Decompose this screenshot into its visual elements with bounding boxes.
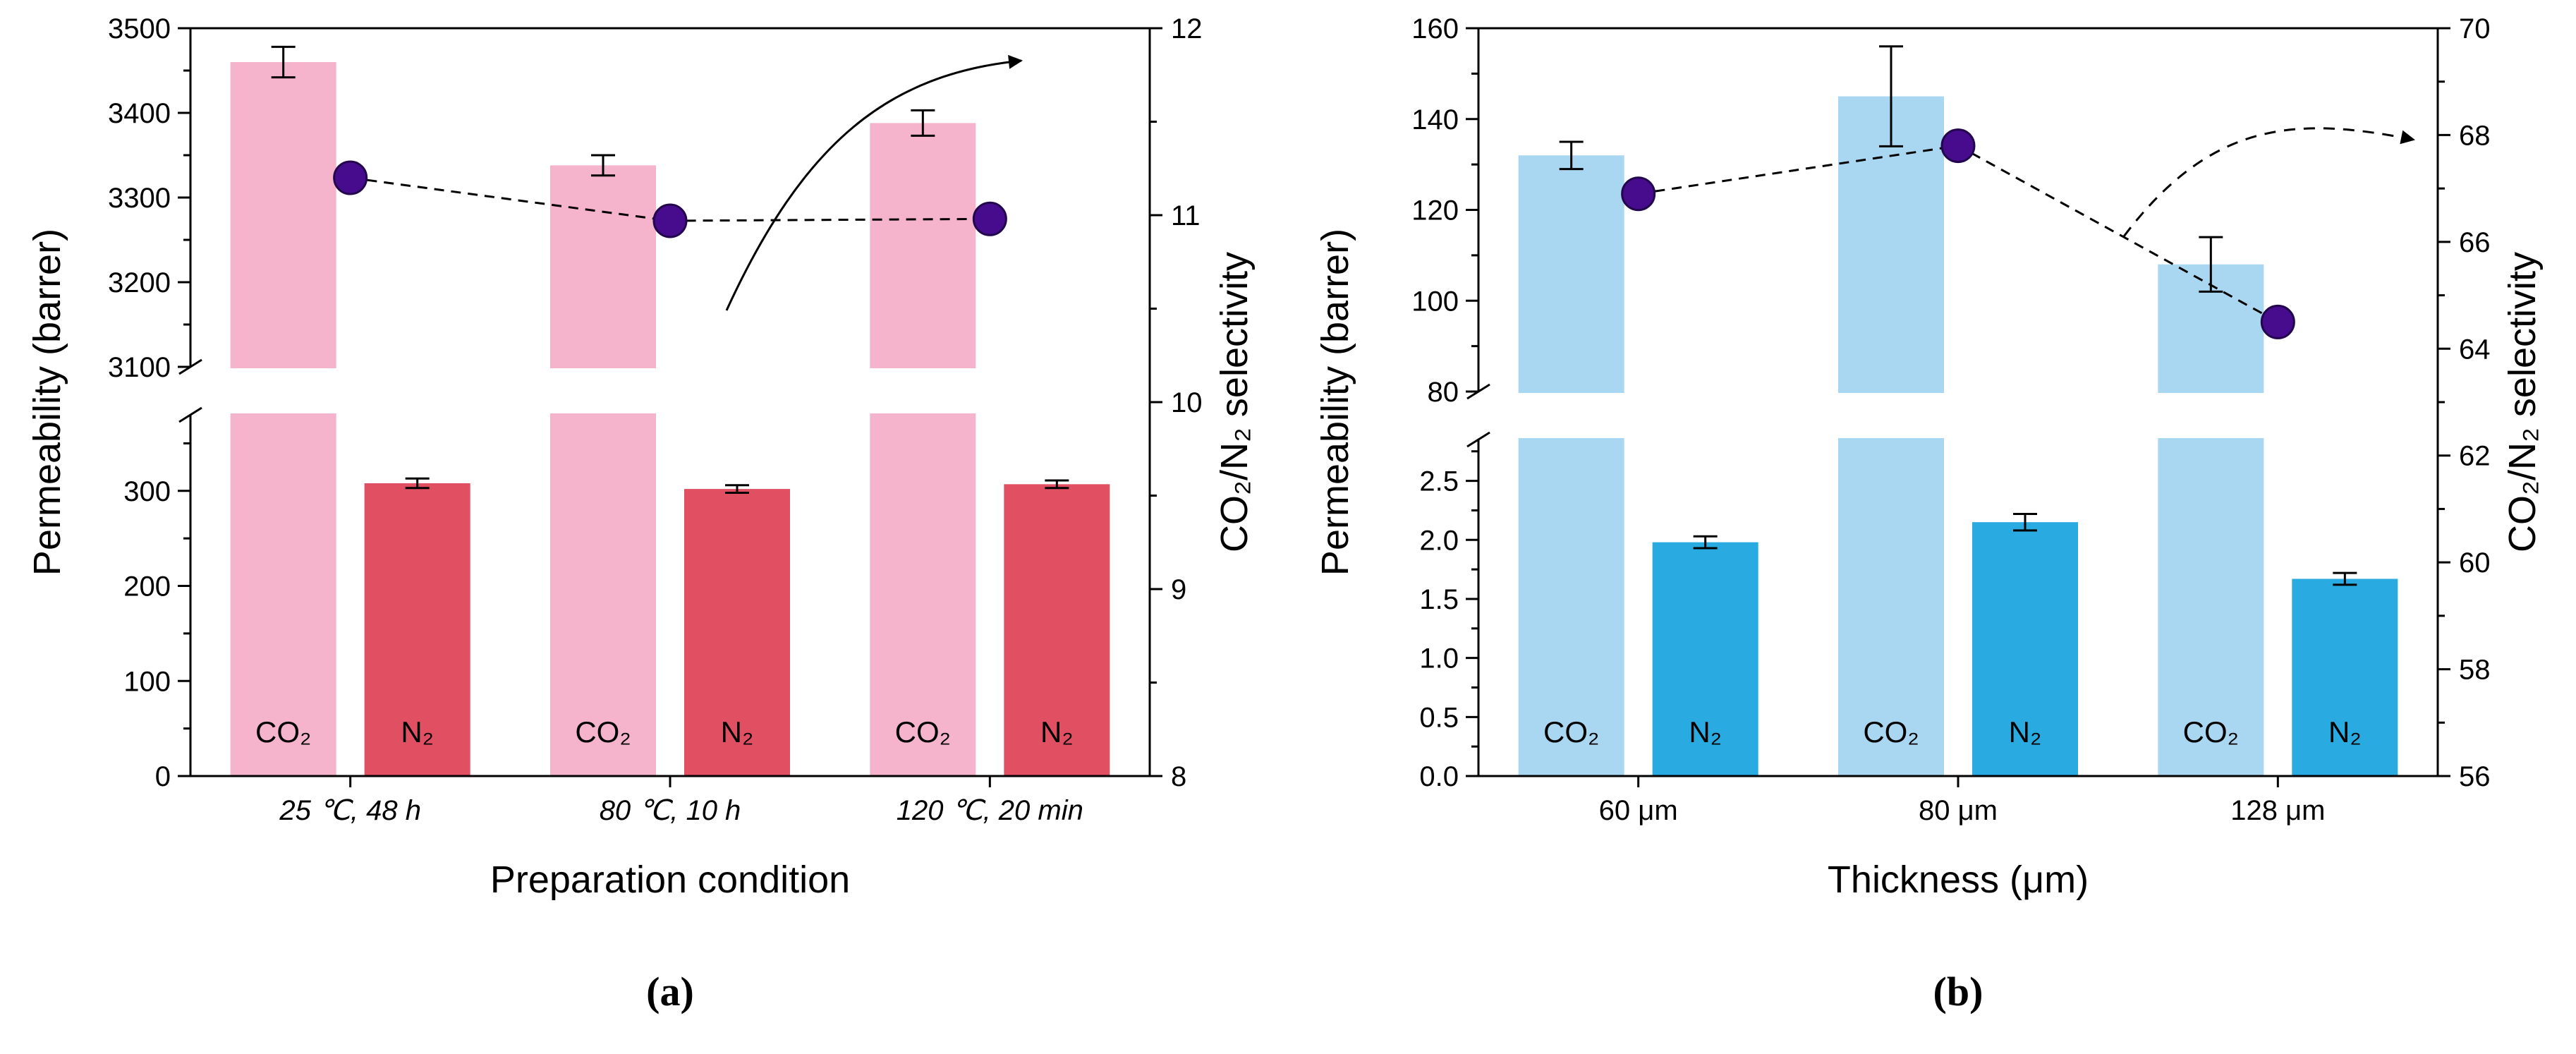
y-right-tick-label: 10 <box>1171 387 1203 418</box>
y-left-tick-label: 2.0 <box>1419 525 1459 556</box>
tick-labels: 3100 3200 3300 3400 3500 0 100 200 300 8 9 10 11 12 25… <box>108 13 1202 826</box>
x-tick-label: 128 μm <box>2230 795 2325 826</box>
y-left-tick-label: 3400 <box>108 98 171 129</box>
axis-break-band <box>192 368 1148 413</box>
bar-co2-2 <box>550 165 656 776</box>
y-left-tick-label: 300 <box>123 476 171 507</box>
bar-n2-3 <box>1004 484 1110 776</box>
y-right-tick-label: 68 <box>2459 120 2491 151</box>
y-left-tick-label: 200 <box>123 571 171 602</box>
tick-labels: 80 100 120 140 160 0.0 0.5 1.0 1.5 2.0 2.5 56 58 60 62… <box>1411 13 2490 826</box>
y-left-axis-title: Permeability (barrer) <box>26 229 68 576</box>
y-left-tick-label: 0 <box>155 761 171 792</box>
x-axis-title: Preparation condition <box>490 859 850 901</box>
y-left-tick-label: 100 <box>1411 286 1459 317</box>
right-axis-arrow <box>2122 127 2415 237</box>
bar-label-co2-2: CO₂ <box>1863 715 1919 749</box>
bar-label-co2-1: CO₂ <box>255 715 311 749</box>
y-right-tick-label: 58 <box>2459 655 2491 686</box>
x-tick-label: 25 ℃, 48 h <box>279 795 421 826</box>
bar-labels: CO₂ CO₂ CO₂ N₂ N₂ N₂ <box>255 715 1074 749</box>
y-right-axis-title: CO₂/N₂ selectivity <box>1213 252 1256 552</box>
y-right-tick-label: 62 <box>2459 441 2491 472</box>
panel-label-b: (b) <box>1933 969 1983 1014</box>
x-tick-label: 80 ℃, 10 h <box>600 795 741 826</box>
bar-co2-1 <box>1518 155 1624 776</box>
selectivity-point-2 <box>652 203 688 238</box>
y-left-tick-label: 140 <box>1411 104 1459 135</box>
y-left-tick-label: 3300 <box>108 183 171 214</box>
y-left-tick-label: 1.0 <box>1419 643 1459 674</box>
bar-co2-3 <box>2158 264 2264 776</box>
y-left-tick-label: 0.0 <box>1419 761 1459 792</box>
bar-label-n2-2: N₂ <box>2009 715 2042 749</box>
bar-n2-2 <box>1972 522 2078 776</box>
error-bars <box>1559 45 2357 586</box>
axis-break-mark-lower <box>178 406 202 423</box>
selectivity-point-2 <box>1940 128 1976 164</box>
bar-label-n2-3: N₂ <box>2328 715 2362 749</box>
axis-break-mark-lower <box>1466 431 1490 448</box>
bar-label-n2-3: N₂ <box>1040 715 1074 749</box>
chart-panel-a: CO₂ CO₂ CO₂ N₂ N₂ N₂ 3100 3200 3300 3400 3500 0 100 2… <box>26 13 1256 901</box>
axis-ticks <box>178 27 1162 787</box>
bar-label-n2-1: N₂ <box>401 715 434 749</box>
bar-co2-3 <box>870 123 976 776</box>
y-right-tick-label: 66 <box>2459 227 2491 258</box>
x-tick-label: 60 μm <box>1599 795 1678 826</box>
bar-label-n2-1: N₂ <box>1689 715 1722 749</box>
y-left-tick-label: 2.5 <box>1419 466 1459 497</box>
y-left-tick-label: 0.5 <box>1419 702 1459 733</box>
y-right-tick-label: 60 <box>2459 547 2491 579</box>
y-right-axis-title: CO₂/N₂ selectivity <box>2501 252 2544 552</box>
x-tick-label: 120 ℃, 20 min <box>897 795 1083 826</box>
selectivity-point-1 <box>333 160 368 195</box>
y-right-tick-label: 70 <box>2459 13 2491 44</box>
x-tick-label: 80 μm <box>1919 795 1998 826</box>
axis-ticks <box>1466 27 2450 787</box>
bar-n2-1 <box>1652 542 1758 776</box>
selectivity-point-3 <box>972 201 1007 236</box>
selectivity-point-3 <box>2260 304 2295 339</box>
chart-panel-b: CO₂ CO₂ CO₂ N₂ N₂ N₂ 80 100 120 140 160 0.0 0.5 1.0 1.… <box>1314 13 2544 901</box>
y-left-tick-label: 3100 <box>108 352 171 383</box>
panel-label-a: (a) <box>646 969 694 1014</box>
y-left-tick-label: 120 <box>1411 195 1459 226</box>
x-axis-title: Thickness (μm) <box>1828 859 2089 901</box>
bar-label-co2-2: CO₂ <box>575 715 631 749</box>
y-left-tick-label: 160 <box>1411 13 1459 44</box>
y-left-tick-label: 100 <box>123 666 171 697</box>
y-right-tick-label: 12 <box>1171 13 1203 44</box>
y-right-tick-label: 64 <box>2459 334 2491 365</box>
y-right-tick-label: 9 <box>1171 574 1186 605</box>
panel-a: CO₂ CO₂ CO₂ N₂ N₂ N₂ 3100 3200 3300 3400 3500 0 100 2… <box>26 13 1256 1014</box>
y-left-tick-label: 1.5 <box>1419 584 1459 615</box>
y-left-tick-label: 80 <box>1428 377 1459 408</box>
bar-label-n2-2: N₂ <box>721 715 754 749</box>
bar-n2-2 <box>684 489 790 776</box>
y-left-axis-title: Permeability (barrer) <box>1314 229 1356 576</box>
axis-break-band <box>1480 393 2436 438</box>
bar-co2-1 <box>230 62 336 776</box>
bar-labels: CO₂ CO₂ CO₂ N₂ N₂ N₂ <box>1543 715 2362 749</box>
bar-n2-1 <box>364 483 470 776</box>
y-right-tick-label: 56 <box>2459 761 2491 792</box>
y-left-tick-label: 3500 <box>108 13 171 44</box>
y-right-tick-label: 11 <box>1171 200 1201 231</box>
bar-n2-3 <box>2292 579 2398 776</box>
right-axis-arrow <box>725 54 1023 311</box>
bars <box>230 62 1110 776</box>
bar-label-co2-3: CO₂ <box>2183 715 2239 749</box>
y-right-tick-label: 8 <box>1171 761 1186 792</box>
bar-label-co2-3: CO₂ <box>895 715 951 749</box>
y-left-tick-label: 3200 <box>108 267 171 298</box>
selectivity-point-1 <box>1621 176 1656 212</box>
panel-b: CO₂ CO₂ CO₂ N₂ N₂ N₂ 80 100 120 140 160 0.0 0.5 1.0 1.… <box>1288 0 2576 1054</box>
bar-label-co2-1: CO₂ <box>1543 715 1599 749</box>
error-bars <box>271 45 1069 494</box>
